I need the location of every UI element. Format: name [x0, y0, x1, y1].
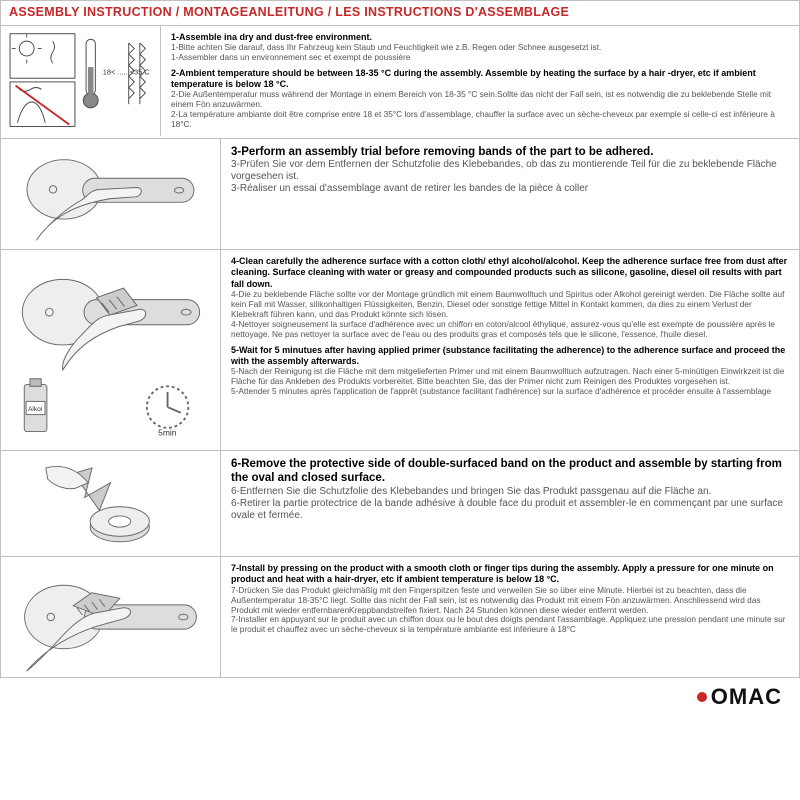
step-bold: 5-Wait for 5 minutues after having appli… — [231, 345, 789, 368]
step-sub: 7-Drücken Sie das Produkt gleichmäßig mi… — [231, 586, 789, 616]
step-sub: 5-Attender 5 minutes après l'application… — [231, 387, 789, 397]
step-7: 7-Install by pressing on the product wit… — [231, 563, 789, 635]
logo: OMAC — [697, 683, 782, 711]
step-2: 2-Ambient temperature should be between … — [171, 68, 789, 130]
step-sub: 6-Retirer la partie protectrice de la ba… — [231, 498, 789, 522]
step-5: 5-Wait for 5 minutues after having appli… — [231, 345, 789, 397]
step-bold: 4-Clean carefully the adherence surface … — [231, 256, 789, 290]
illus-handle — [1, 139, 221, 249]
text-2: 3-Perform an assembly trial before remov… — [221, 139, 799, 249]
footer: OMAC — [0, 678, 800, 716]
primer-icon: Alkol 5min — [5, 375, 217, 441]
illus-press — [1, 557, 221, 677]
illus-clean: Alkol 5min — [1, 250, 221, 450]
text-3: 4-Clean carefully the adherence surface … — [221, 250, 799, 450]
step-sub: 2-La température ambiante doit être comp… — [171, 110, 789, 130]
step-sub: 4-Die zu beklebende Fläche sollte vor de… — [231, 290, 789, 320]
step-bold: 3-Perform an assembly trial before remov… — [231, 145, 789, 159]
svg-text:Alkol: Alkol — [28, 406, 43, 413]
step-bold: 6-Remove the protective side of double-s… — [231, 457, 789, 486]
press-icon — [5, 561, 216, 673]
logo-text: OMAC — [711, 683, 782, 711]
text-5: 7-Install by pressing on the product wit… — [221, 557, 799, 677]
row-2: 3-Perform an assembly trial before remov… — [0, 139, 800, 250]
text-4: 6-Remove the protective side of double-s… — [221, 451, 799, 556]
step-3: 3-Perform an assembly trial before remov… — [231, 145, 789, 195]
clean-icon — [5, 259, 217, 375]
row-3: Alkol 5min 4-Clean carefully the adheren… — [0, 250, 800, 451]
step-sub: 7-Installer en appuyant sur le produit a… — [231, 615, 789, 635]
step-sub: 1-Assembler dans un environnement sec et… — [171, 53, 789, 63]
step-6: 6-Remove the protective side of double-s… — [231, 457, 789, 522]
step-bold: 7-Install by pressing on the product wit… — [231, 563, 789, 586]
peel-icon — [5, 455, 216, 552]
step-sub: 6-Entfernen Sie die Schutzfolie des Kleb… — [231, 486, 789, 498]
illus-temp: 18< ..... <35 C — [1, 26, 161, 136]
handle-hand-icon — [5, 143, 216, 245]
temp-icon: 18< ..... <35 C — [5, 30, 156, 132]
row-4: 6-Remove the protective side of double-s… — [0, 451, 800, 557]
illus-peel — [1, 451, 221, 556]
step-sub: 3-Réaliser un essai d'assemblage avant d… — [231, 183, 789, 195]
instruction-rows: 18< ..... <35 C 1-Assemble ina dry and d… — [0, 26, 800, 678]
step-bold: 2-Ambient temperature should be between … — [171, 68, 789, 91]
step-sub: 5-Nach der Reinigung ist die Fläche mit … — [231, 367, 789, 387]
row-5: 7-Install by pressing on the product wit… — [0, 557, 800, 678]
step-sub: 2-Die Außentemperatur muss während der M… — [171, 90, 789, 110]
step-sub: 3-Prüfen Sie vor dem Entfernen der Schut… — [231, 159, 789, 183]
text-1: 1-Assemble ina dry and dust-free environ… — [161, 26, 799, 138]
step-sub: 4-Nettoyer soigneusement la surface d'ad… — [231, 320, 789, 340]
svg-text:5min: 5min — [158, 427, 177, 437]
step-4: 4-Clean carefully the adherence surface … — [231, 256, 789, 340]
step-1: 1-Assemble ina dry and dust-free environ… — [171, 32, 789, 63]
logo-dot-icon — [697, 692, 707, 702]
header-title: ASSEMBLY INSTRUCTION / MONTAGEANLEITUNG … — [0, 0, 800, 26]
row-1: 18< ..... <35 C 1-Assemble ina dry and d… — [0, 26, 800, 139]
